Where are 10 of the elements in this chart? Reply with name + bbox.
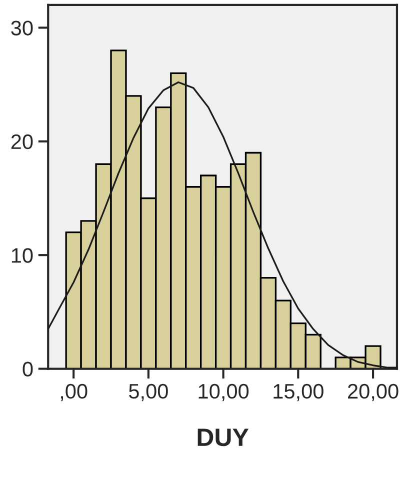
x-tick-label: ,00: [60, 384, 88, 402]
x-tick-label: 10,00: [198, 384, 249, 402]
y-tick-label: 20: [11, 134, 33, 150]
y-tick-label: 0: [22, 362, 33, 377]
y-tick-label: 30: [11, 20, 33, 36]
x-axis-title: DUY: [198, 428, 249, 446]
y-tick-label: 10: [12, 248, 33, 263]
x-tick-label: 5,00: [129, 384, 168, 402]
x-tick-label: 20,00: [348, 384, 398, 402]
x-tick-label: 15,00: [274, 384, 324, 402]
